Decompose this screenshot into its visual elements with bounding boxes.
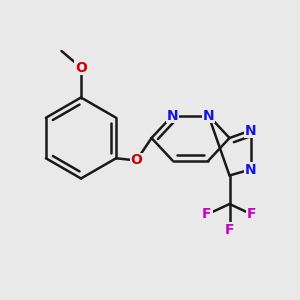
Text: N: N	[245, 124, 256, 137]
Text: F: F	[202, 208, 212, 221]
Text: O: O	[75, 61, 87, 74]
Text: N: N	[167, 109, 178, 122]
Text: F: F	[225, 223, 234, 236]
Text: F: F	[247, 208, 257, 221]
Text: O: O	[130, 154, 142, 167]
Text: N: N	[245, 163, 256, 176]
Text: N: N	[203, 109, 214, 122]
